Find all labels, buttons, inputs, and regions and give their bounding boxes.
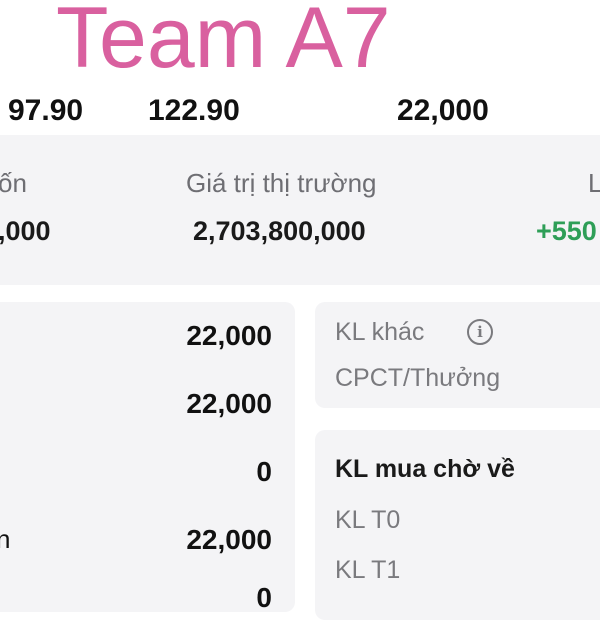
pnl-label: L bbox=[588, 168, 600, 198]
cost-label: ốn bbox=[0, 168, 27, 198]
holding-label: n bbox=[0, 524, 11, 554]
watermark: Team A7 bbox=[56, 0, 391, 86]
t1-label: KL T1 bbox=[335, 556, 401, 584]
t0-label: KL T0 bbox=[335, 506, 401, 534]
cost-value: ,000 bbox=[0, 216, 51, 246]
info-icon[interactable]: i bbox=[467, 319, 493, 345]
bonus-label: CPCT/Thưởng bbox=[335, 364, 501, 392]
holding-value: 22,000 bbox=[186, 388, 272, 419]
portfolio-summary-band bbox=[0, 135, 600, 285]
summary-value-2: 122.90 bbox=[148, 94, 240, 127]
pnl-value: +550 bbox=[536, 216, 597, 246]
summary-value-3: 22,000 bbox=[397, 94, 489, 127]
holding-value: 0 bbox=[256, 456, 272, 487]
market-value: 2,703,800,000 bbox=[193, 216, 366, 246]
market-value-label: Giá trị thị trường bbox=[186, 168, 377, 198]
summary-value-1: 97.90 bbox=[8, 94, 84, 127]
other-volume-title: KL khác bbox=[335, 318, 425, 346]
other-volume-card bbox=[315, 302, 600, 408]
pending-buy-title: KL mua chờ về bbox=[335, 455, 515, 483]
pending-buy-card bbox=[315, 430, 600, 620]
holdings-card bbox=[0, 302, 295, 612]
holding-value: 0 bbox=[256, 582, 272, 613]
holding-value: 22,000 bbox=[186, 524, 272, 555]
holding-value: 22,000 bbox=[186, 320, 272, 351]
